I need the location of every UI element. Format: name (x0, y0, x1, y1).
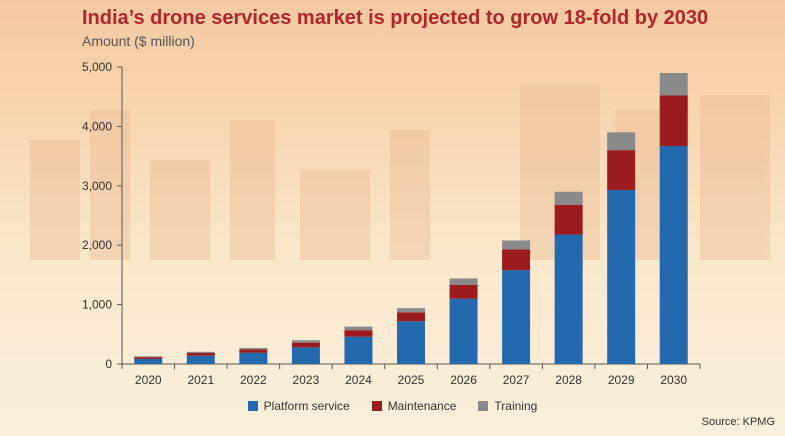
bar-training-2023 (291, 340, 320, 343)
bar-maintenance-2021 (186, 353, 215, 356)
x-tick-label: 2028 (555, 373, 582, 387)
y-tick-label: 0 (105, 357, 112, 371)
bar-platform-service-2022 (239, 352, 268, 364)
bar-platform-service-2026 (449, 298, 478, 364)
bar-platform-service-2025 (397, 321, 425, 364)
x-tick-label: 2025 (398, 373, 425, 387)
bar-maintenance-2024 (344, 330, 373, 337)
bar-platform-service-2023 (291, 347, 320, 364)
bar-platform-service-2029 (607, 189, 636, 364)
legend-swatch-platform (247, 401, 258, 411)
legend-item-maintenance: Maintenance (371, 399, 457, 413)
bar-training-2027 (502, 240, 531, 250)
legend-label-platform: Platform service (263, 399, 350, 413)
stacked-bar-chart: 0 1,000 2,000 3,000 4,000 5,000 2020 2021 2022 20… (82, 60, 701, 387)
chart-title: India’s drone services market is project… (82, 7, 709, 29)
legend-label-maintenance: Maintenance (387, 399, 457, 413)
legend-label-training: Training (494, 399, 538, 413)
bar-maintenance-2020 (134, 357, 163, 359)
bar-training-2020 (134, 356, 163, 358)
bar-maintenance-2025 (397, 312, 425, 322)
source-note: Source: KPMG (701, 416, 775, 428)
y-tick-label: 4,000 (82, 119, 112, 133)
bar-platform-service-2028 (554, 234, 583, 364)
bar-training-2024 (344, 326, 373, 331)
bar-maintenance-2030 (659, 95, 688, 147)
y-tick-label: 5,000 (82, 60, 112, 74)
x-tick-label: 2027 (503, 373, 530, 387)
bar-maintenance-2026 (449, 284, 478, 299)
x-tick-label: 2020 (135, 373, 162, 387)
bar-maintenance-2028 (554, 204, 583, 235)
bar-platform-service-2020 (134, 358, 163, 364)
bar-platform-service-2030 (659, 146, 688, 364)
bar-platform-service-2027 (502, 270, 531, 364)
legend-item-training: Training (478, 399, 537, 413)
y-tick-label: 3,000 (82, 179, 112, 193)
x-tick-label: 2022 (240, 373, 267, 387)
chart-legend: Platform service Maintenance Training (0, 399, 785, 413)
bar-maintenance-2022 (239, 349, 268, 353)
legend-item-platform: Platform service (247, 399, 350, 413)
bar-training-2022 (239, 347, 268, 350)
bar-maintenance-2029 (607, 150, 636, 190)
bar-training-2026 (449, 278, 478, 285)
x-tick-label: 2029 (608, 373, 635, 387)
x-tick-label: 2021 (187, 373, 214, 387)
bar-training-2028 (554, 191, 583, 205)
bar-maintenance-2023 (291, 342, 320, 348)
y-tick-label: 2,000 (82, 238, 112, 252)
bar-training-2029 (607, 132, 636, 151)
y-tick-label: 1,000 (82, 298, 112, 312)
x-tick-label: 2030 (660, 373, 687, 387)
x-tick-label: 2023 (293, 373, 320, 387)
bar-maintenance-2027 (502, 249, 531, 271)
legend-swatch-maintenance (371, 401, 382, 411)
x-tick-label: 2024 (345, 373, 372, 387)
bar-platform-service-2021 (186, 355, 215, 364)
bar-training-2025 (397, 308, 425, 313)
bar-platform-service-2024 (344, 336, 373, 364)
bar-training-2021 (186, 351, 215, 354)
bar-training-2030 (659, 72, 688, 96)
chart-subtitle: Amount ($ million) (82, 33, 195, 49)
legend-swatch-training (478, 401, 489, 411)
x-tick-label: 2026 (450, 373, 477, 387)
